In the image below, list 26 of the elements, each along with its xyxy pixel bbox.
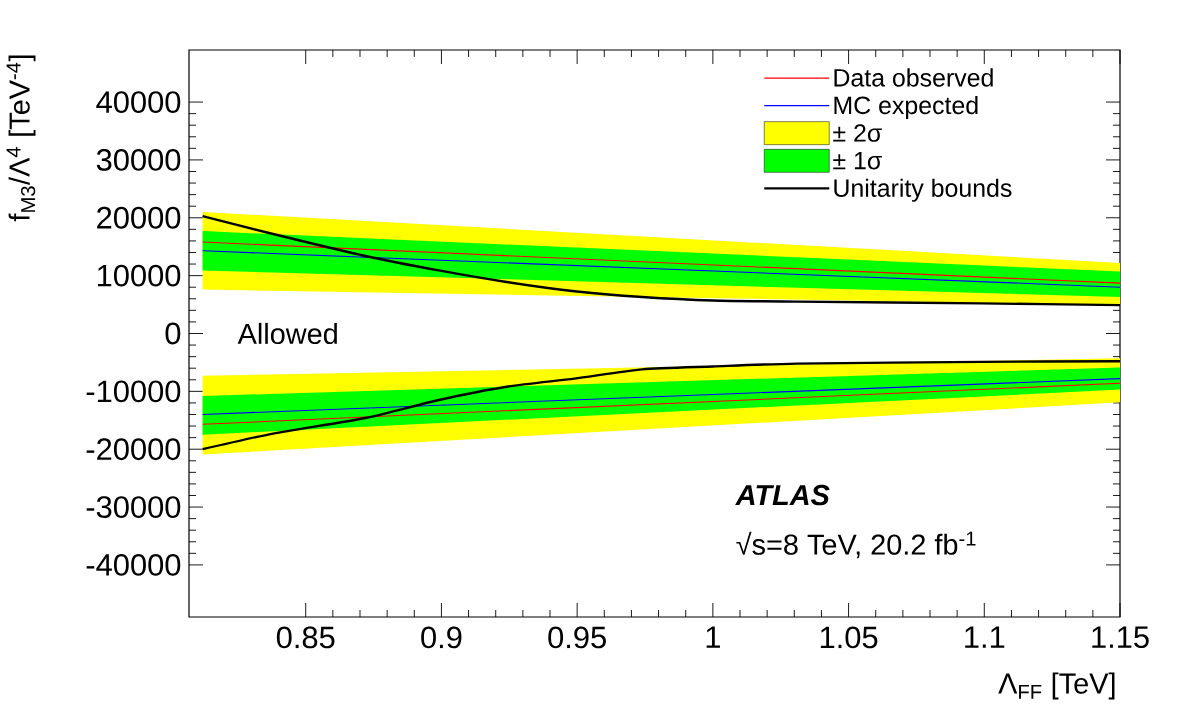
x-tick-label: 0.95 <box>548 626 606 649</box>
legend-label: MC expected <box>834 95 978 120</box>
x-tick-label: 1.05 <box>820 626 878 649</box>
legend-label: ± 1σ <box>833 152 882 170</box>
y-tick-label: 10000 <box>97 264 181 287</box>
y-tick-label: 20000 <box>97 206 181 229</box>
y-tick-label: -30000 <box>86 496 181 518</box>
annotation: √s=8 TeV, 20.2 fb$^{-1}$ <box>736 531 976 559</box>
y-tick-label: 30000 <box>96 148 181 171</box>
y-tick-label: -20000 <box>86 438 181 461</box>
legend-label: Unitarity bounds <box>834 178 1012 202</box>
annotation: Allowed <box>237 322 337 345</box>
y-tick-label: -10000 <box>86 380 181 403</box>
y-tick-label: -40000 <box>86 553 181 576</box>
y-tick-label: 0 <box>165 322 181 345</box>
annotation: ATLAS <box>735 484 830 506</box>
y-tick-label: 40000 <box>96 91 181 113</box>
x-tick-label: 1.15 <box>1092 626 1149 649</box>
x-axis-title: Λ$_{FF}$ [TeV] <box>998 672 1115 700</box>
x-tick-label: 0.85 <box>276 626 335 649</box>
x-tick-label: 1.1 <box>965 626 1005 648</box>
legend-label: Data observed <box>834 68 993 87</box>
x-tick-label: 1 <box>706 626 720 648</box>
legend-label: ± 2σ <box>833 124 882 142</box>
x-tick-label: 0.9 <box>421 626 462 649</box>
y-axis-title: f$_{M3}$/Λ$^{4}$ [TeV$^{-4}$] <box>6 55 36 222</box>
